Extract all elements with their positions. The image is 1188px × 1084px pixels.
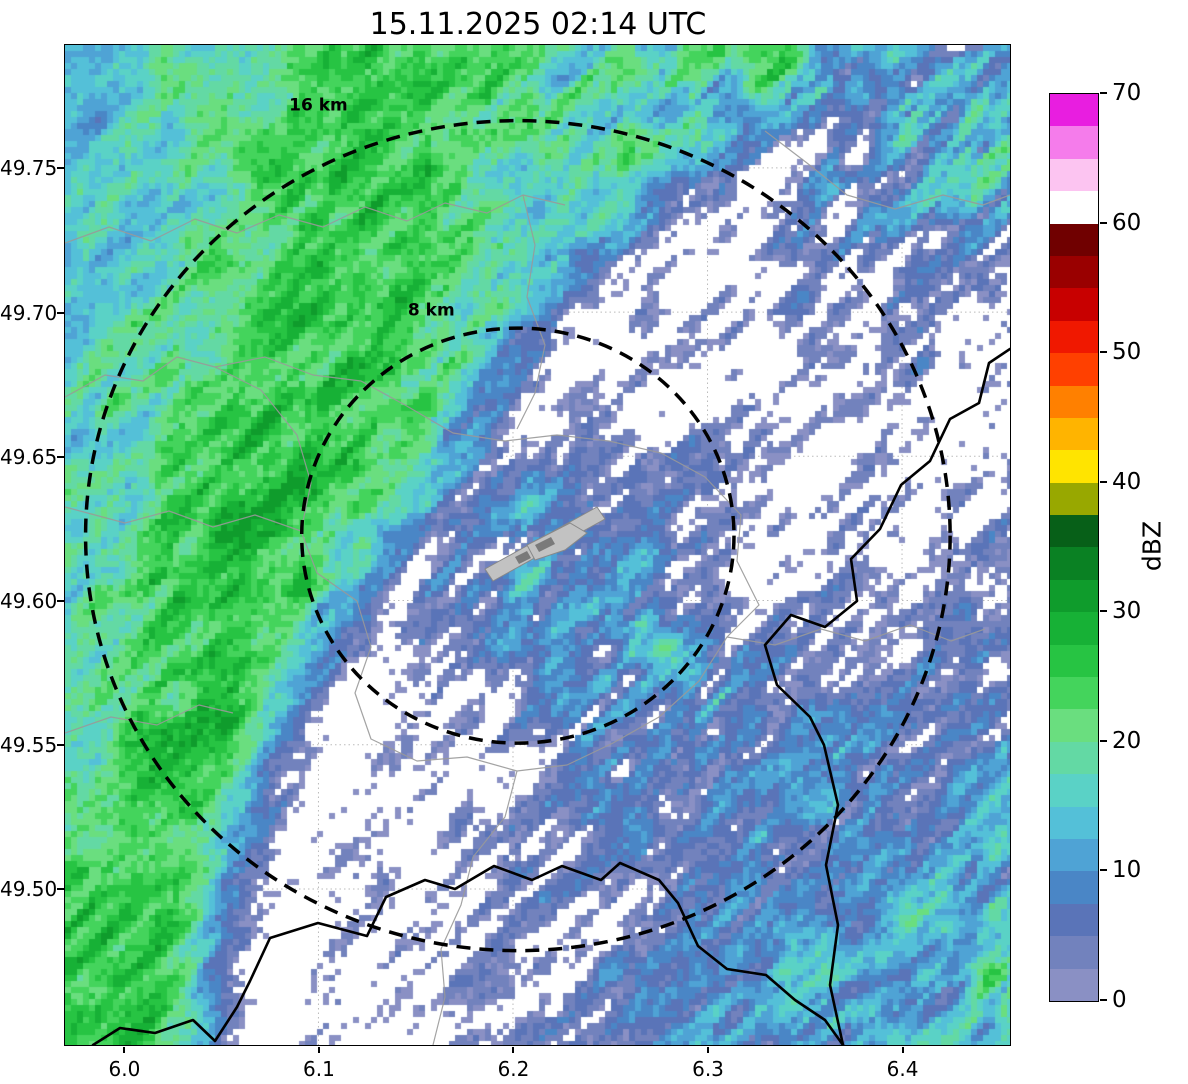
colorbar-tick-label: 70 (1112, 80, 1142, 106)
colorbar-band (1050, 417, 1098, 451)
colorbar-band (1050, 709, 1098, 742)
colorbar-tick-label: 10 (1112, 857, 1142, 884)
y-axis-tick-mark (56, 744, 64, 747)
colorbar-tick-label: 20 (1112, 727, 1142, 754)
x-axis-tick-mark (901, 1047, 904, 1053)
colorbar-tick-mark (1099, 999, 1107, 1001)
national-border (91, 347, 1010, 1045)
colorbar-band (1050, 191, 1098, 224)
commune-borders (65, 130, 1010, 1045)
colorbar-tick-mark (1099, 610, 1107, 613)
colorbar-tick-mark (1099, 221, 1107, 224)
colorbar-band (1050, 450, 1098, 483)
colorbar (1049, 93, 1099, 1002)
colorbar-band (1050, 774, 1098, 807)
colorbar-band (1050, 288, 1098, 321)
airport-apron (526, 522, 588, 561)
colorbar-tick-label: 30 (1112, 598, 1142, 625)
map-plot: 8 km 16 km (64, 44, 1011, 1046)
x-tick-label: 6.4 (886, 1056, 919, 1081)
x-axis-tick-mark (317, 1047, 320, 1053)
ring-label-8km: 8 km (407, 300, 455, 321)
map-overlay (65, 118, 1010, 1045)
x-axis-tick-mark (707, 1047, 709, 1053)
colorbar-band (1050, 677, 1098, 710)
x-tick-label: 6.1 (303, 1056, 335, 1081)
national-border-east (763, 347, 1010, 1045)
colorbar-band (1050, 515, 1098, 548)
y-tick-label: 49.65 (0, 444, 58, 469)
y-tick-label: 49.55 (0, 733, 58, 758)
colorbar-band (1050, 838, 1098, 872)
colorbar-band (1050, 644, 1098, 678)
colorbar-band (1050, 385, 1098, 418)
colorbar-label: dBZ (1137, 520, 1167, 572)
national-border-south (91, 861, 845, 1045)
colorbar-band (1050, 741, 1098, 775)
x-tick-label: 6.2 (497, 1056, 530, 1081)
y-axis-tick-mark (56, 600, 64, 603)
y-axis-tick-mark (56, 311, 64, 314)
colorbar-band (1050, 547, 1098, 580)
y-tick-label: 49.75 (0, 156, 58, 181)
colorbar-tick-label: 40 (1112, 468, 1142, 495)
colorbar-band (1050, 806, 1098, 839)
airport-building (515, 551, 531, 564)
colorbar-tick-label: 60 (1112, 209, 1142, 236)
x-tick-label: 6.0 (108, 1056, 141, 1081)
x-axis-tick-mark (512, 1047, 515, 1053)
colorbar-band (1050, 255, 1098, 289)
colorbar-tick-mark (1099, 480, 1107, 483)
y-axis-tick-mark (56, 167, 64, 170)
colorbar-band (1050, 579, 1098, 613)
colorbar-band (1050, 158, 1098, 192)
colorbar-band (1050, 94, 1098, 127)
colorbar-tick-label: 50 (1112, 339, 1142, 366)
x-tick-label: 6.3 (692, 1056, 724, 1081)
range-rings (83, 118, 952, 953)
airport-terminal (535, 537, 555, 552)
colorbar-tick-mark (1099, 869, 1107, 872)
colorbar-band (1050, 936, 1098, 969)
y-tick-label: 49.70 (0, 300, 58, 325)
colorbar-band (1050, 903, 1098, 937)
range-ring-16km (83, 118, 952, 953)
colorbar-band (1050, 871, 1098, 904)
y-axis-tick-mark (56, 455, 64, 458)
y-tick-label: 49.60 (0, 589, 58, 614)
y-tick-label: 49.50 (0, 877, 58, 902)
range-ring-8km (299, 326, 736, 745)
colorbar-band (1050, 223, 1098, 256)
colorbar-band (1050, 612, 1098, 645)
airport-area (484, 506, 606, 582)
plot-title: 15.11.2025 02:14 UTC (369, 7, 707, 42)
colorbar-band (1050, 968, 1098, 1001)
x-axis-tick-mark (123, 1047, 126, 1053)
colorbar-band (1050, 482, 1098, 516)
colorbar-tick-mark (1099, 351, 1107, 354)
colorbar-band (1050, 320, 1098, 354)
colorbar-tick-mark (1099, 92, 1107, 94)
colorbar-band (1050, 353, 1098, 386)
y-axis-tick-mark (56, 888, 64, 891)
colorbar-band (1050, 126, 1098, 159)
colorbar-tick-label: 0 (1112, 987, 1127, 1013)
ring-label-16km: 16 km (289, 95, 348, 116)
colorbar-tick-mark (1099, 739, 1107, 742)
